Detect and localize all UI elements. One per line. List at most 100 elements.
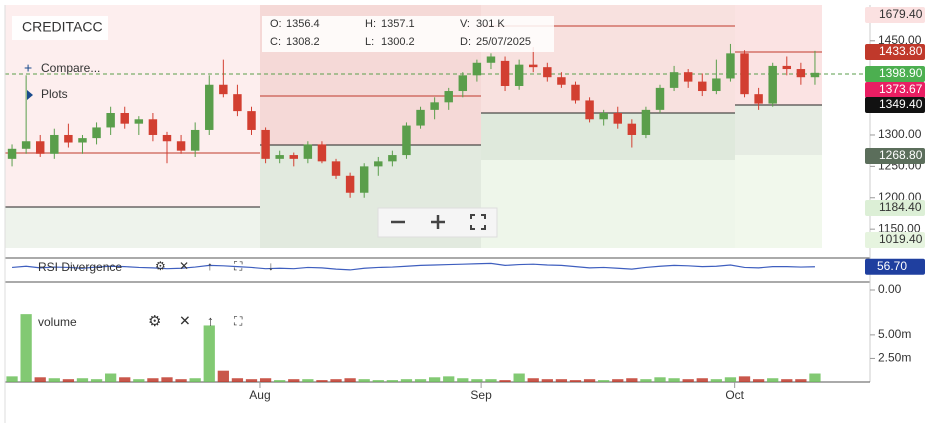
price-tag-label: 1373.67	[879, 82, 923, 96]
y-tick-label: 5.00m	[878, 327, 911, 341]
volume-bar	[372, 380, 384, 382]
ohlc-value: 1357.1	[381, 18, 415, 30]
volume-bar	[90, 379, 103, 382]
price-tag	[865, 97, 925, 113]
candle-body	[345, 175, 355, 193]
price-tag-label: 1184.40	[879, 200, 922, 214]
rsi-up[interactable]: ↑	[207, 259, 213, 273]
y-tick-label: 0.00	[878, 282, 902, 296]
volume-bar	[583, 379, 596, 382]
ohlc-box	[262, 16, 554, 52]
compare-button[interactable]: Compare...	[41, 61, 100, 75]
candle-body	[331, 161, 341, 176]
candle-body	[416, 109, 425, 126]
zoom-toolbar	[377, 207, 498, 238]
volume-bar	[485, 379, 497, 382]
volume-bar	[358, 379, 370, 382]
volume-bar	[302, 379, 314, 382]
candle-body	[458, 75, 468, 92]
volume-bar	[189, 378, 201, 382]
candle-body	[768, 65, 777, 104]
volume-bar	[20, 314, 32, 382]
last-value-tag	[865, 258, 925, 275]
rsi-close[interactable]: ✕	[179, 259, 189, 273]
price-tag	[865, 200, 925, 216]
volume-bar	[738, 376, 751, 382]
candle-body	[796, 69, 806, 78]
candle-body	[726, 53, 735, 79]
volume-bar	[809, 373, 821, 382]
volume-bar	[499, 380, 511, 382]
candle-body	[176, 141, 186, 151]
volume-bar	[724, 377, 737, 382]
vol-up[interactable]: ↑	[207, 313, 214, 329]
x-tick-label: Sep	[470, 388, 492, 402]
y-tick-label: 2.50m	[878, 351, 911, 365]
volume-bar	[231, 378, 244, 382]
candle-body	[402, 125, 411, 156]
volume-bar	[133, 379, 145, 382]
rsi-down[interactable]: ↓	[268, 259, 274, 273]
volume-bar	[668, 378, 680, 382]
price-tag	[865, 44, 925, 60]
last-value-label: 56.70	[877, 259, 907, 273]
ohlc-value: 1356.4	[286, 18, 320, 30]
volume-bar	[710, 379, 722, 382]
ohlc-key: D:	[460, 36, 471, 48]
ohlc-key: C:	[270, 36, 281, 48]
price-tag-label: 1679.40	[879, 7, 923, 21]
volume-bar	[34, 377, 46, 382]
candle-body	[50, 134, 59, 154]
candle-body	[374, 161, 383, 167]
volume-bar	[330, 379, 342, 382]
plots-icon	[27, 90, 33, 100]
candle-body	[754, 94, 763, 104]
vol-settings[interactable]: ⚙	[148, 313, 161, 330]
ohlc-key: L:	[365, 36, 374, 48]
price-tag-label: 1398.90	[879, 66, 923, 80]
volume-bar	[161, 377, 173, 382]
candle-body	[543, 67, 552, 78]
volume-bar	[259, 378, 272, 382]
volume-bar	[175, 379, 187, 382]
rsi-line	[11, 262, 815, 271]
candle-body	[500, 60, 510, 86]
candle-body	[64, 134, 73, 143]
price-tag-label: 1019.40	[879, 232, 923, 246]
zoom-in[interactable]	[431, 215, 445, 229]
candle-body	[529, 64, 538, 68]
vol-close[interactable]: ✕	[179, 313, 191, 329]
candle-body	[683, 72, 693, 82]
candle-body	[585, 100, 594, 120]
rsi-tools: ⚙ ✕ ↑ ⛶ ↓ ⚙ ✕ ↑ ⛶	[148, 259, 274, 330]
volume-bar	[696, 378, 708, 382]
vol-max[interactable]: ⛶	[233, 314, 243, 328]
plots-button[interactable]: Plots	[41, 87, 68, 101]
x-tick-label: Aug	[249, 388, 270, 402]
ohlc-key: H:	[365, 18, 376, 30]
candle-body	[571, 84, 580, 101]
fullscreen[interactable]	[470, 214, 486, 230]
candle-body	[106, 113, 115, 128]
candle-body	[120, 113, 129, 124]
volume-bar	[414, 379, 427, 382]
candle-body	[78, 138, 87, 143]
rsi-settings[interactable]: ⚙	[155, 259, 166, 273]
candle-body	[219, 84, 228, 95]
ohlc-legend: O: 1356.4 H: 1357.1 V: 301 K C: 1308.2 L: 1300.2 D…	[270, 18, 531, 48]
y-tick-label: 1450.00	[878, 33, 922, 47]
volume-bar	[626, 378, 638, 382]
ohlc-value: 1308.2	[286, 36, 320, 48]
volume-bar	[344, 378, 356, 382]
candle-body	[712, 78, 721, 92]
candle-body	[472, 62, 482, 76]
volume-bar	[48, 378, 60, 382]
candle-body	[613, 113, 622, 124]
volume-bar	[541, 379, 553, 382]
volume-bar	[654, 377, 666, 382]
volume-bar	[217, 370, 229, 382]
volume-bar	[555, 379, 568, 382]
rsi-max[interactable]: ⛶	[233, 259, 243, 273]
